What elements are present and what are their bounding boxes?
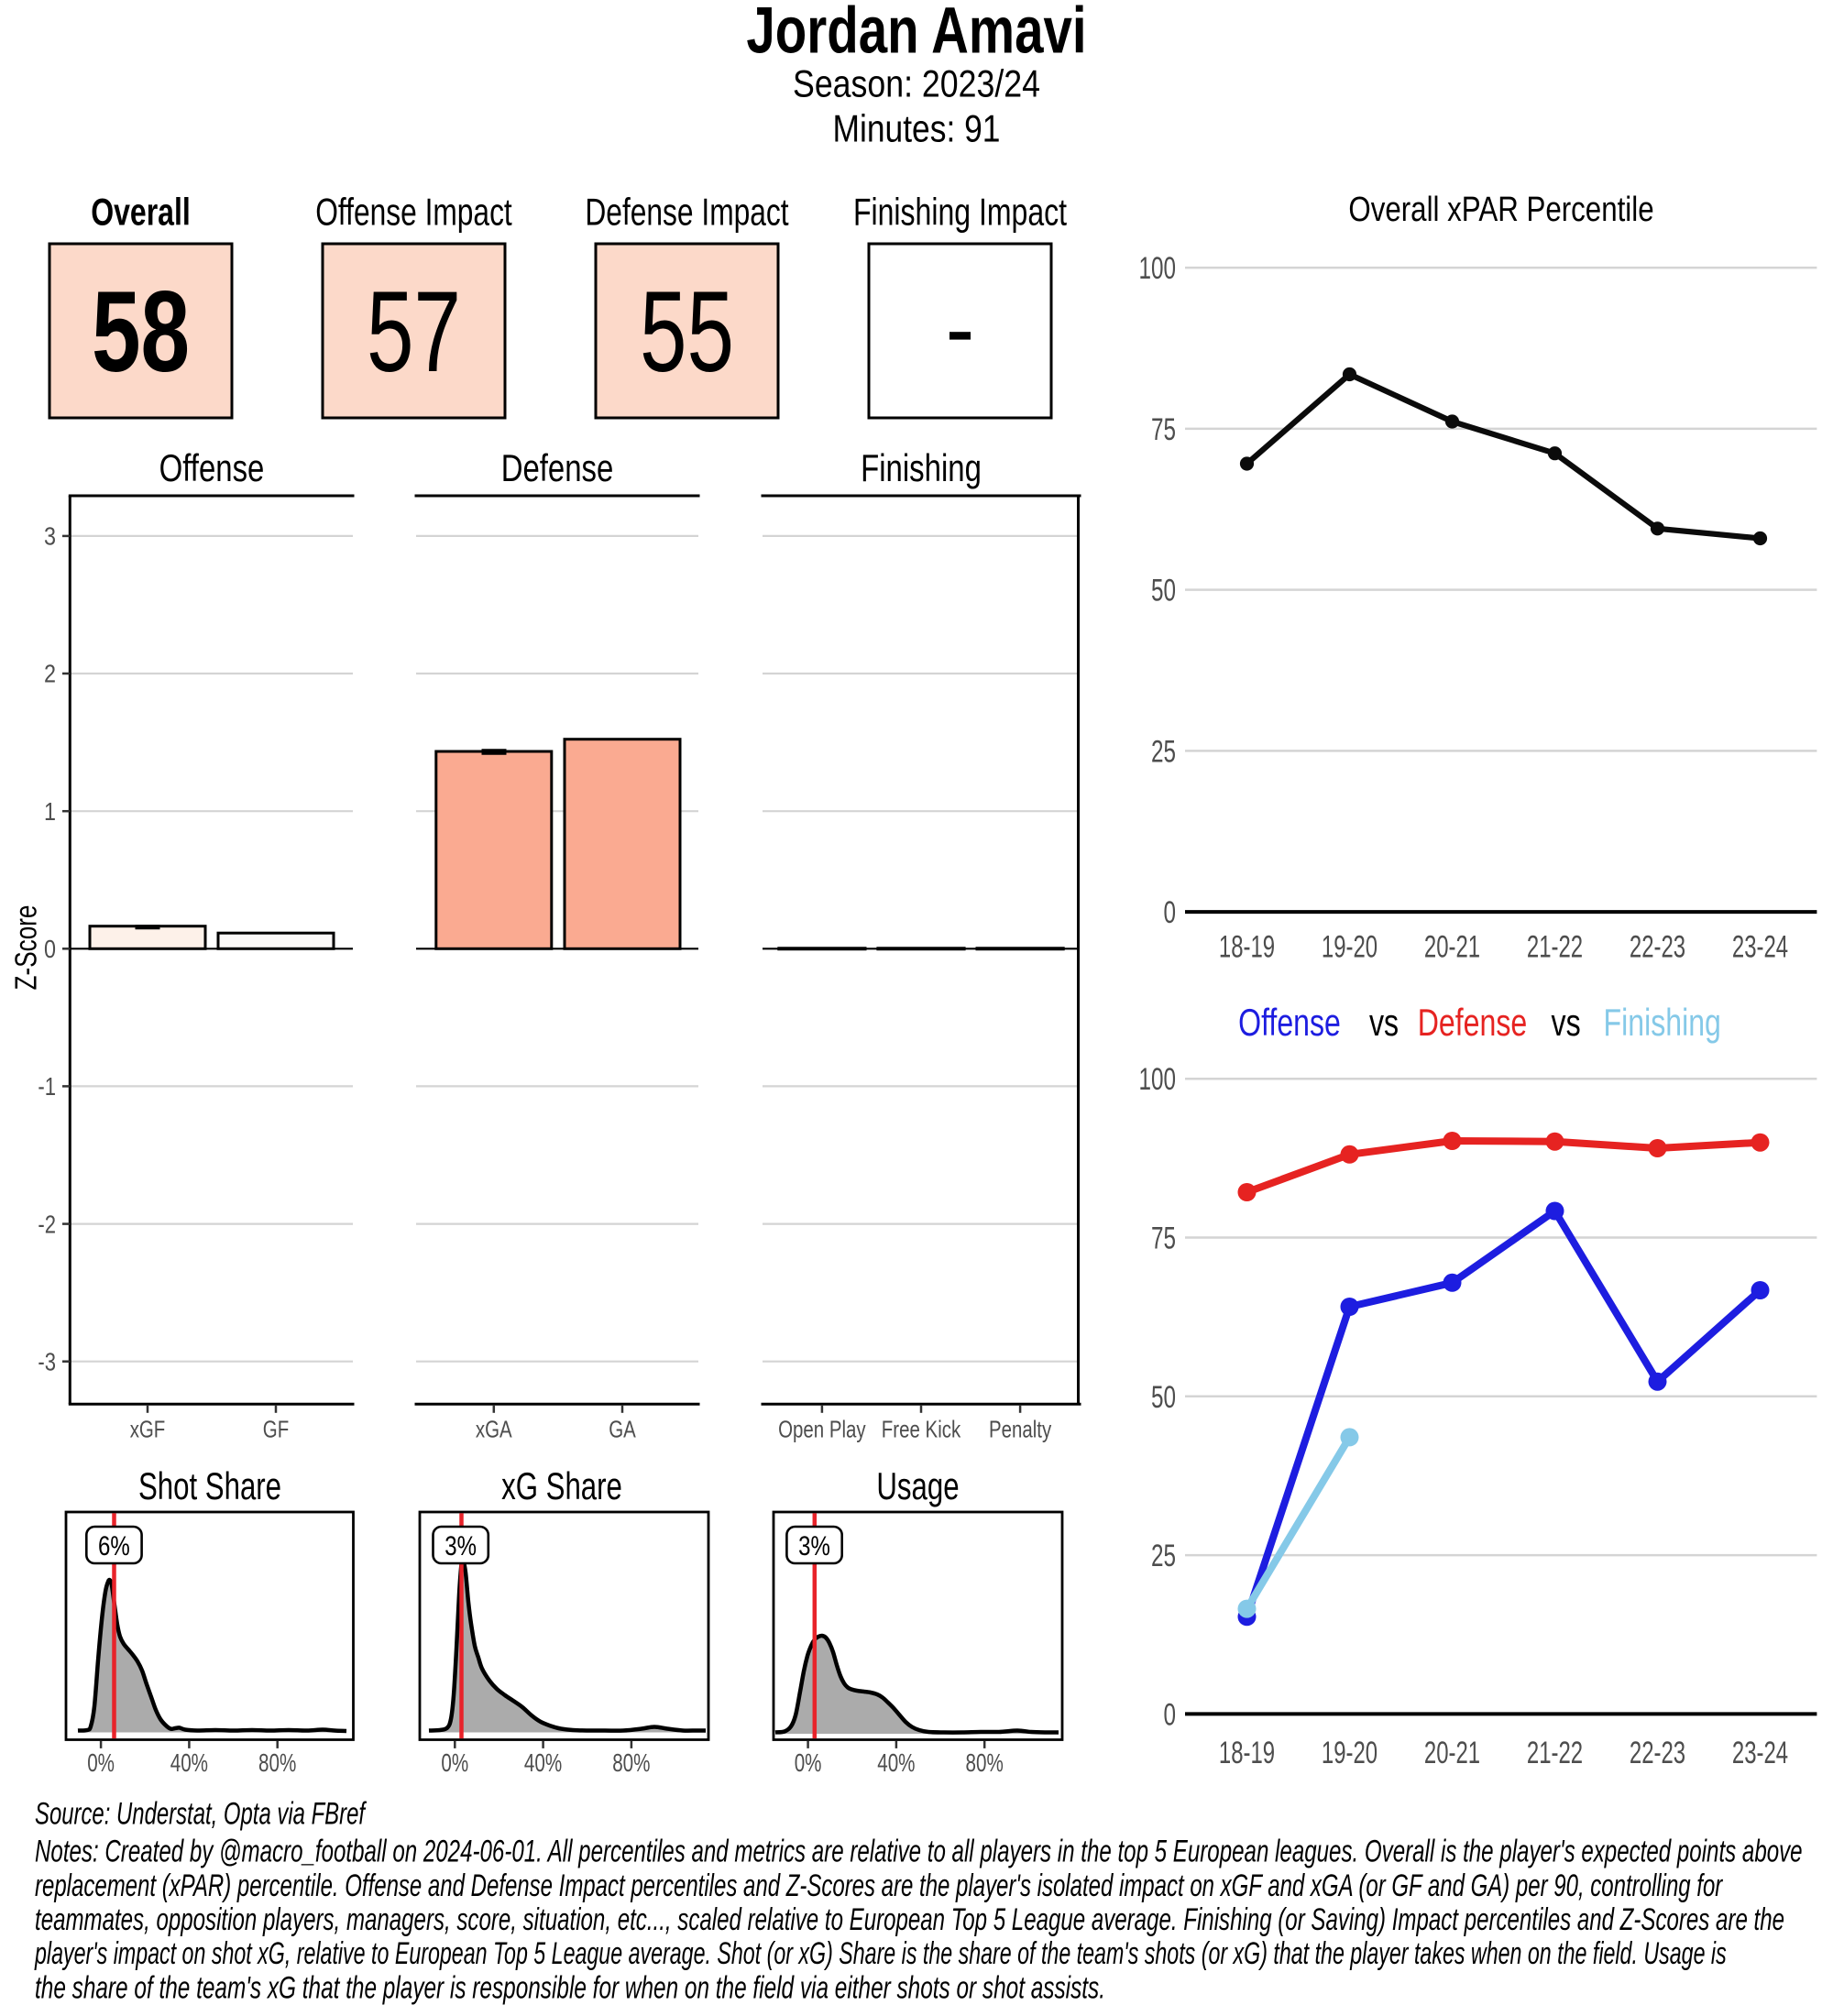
svg-text:2: 2: [44, 660, 56, 688]
svg-text:Offense Impact: Offense Impact: [315, 191, 512, 234]
svg-text:3%: 3%: [798, 1531, 830, 1561]
svg-text:Finishing Impact: Finishing Impact: [853, 191, 1067, 234]
svg-text:Offense: Offense: [1238, 1001, 1341, 1044]
svg-text:19-20: 19-20: [1322, 929, 1377, 964]
svg-text:23-24: 23-24: [1732, 929, 1788, 964]
svg-text:Defense Impact: Defense Impact: [585, 191, 789, 234]
svg-text:xG Share: xG Share: [501, 1465, 622, 1507]
svg-text:Defense: Defense: [501, 446, 614, 489]
svg-text:75: 75: [1151, 1222, 1176, 1256]
svg-text:Notes: Created by @macro_footb: Notes: Created by @macro_football on 202…: [35, 1835, 1803, 1869]
svg-text:GF: GF: [263, 1415, 289, 1442]
svg-text:21-22: 21-22: [1527, 929, 1583, 964]
svg-text:Minutes: 91: Minutes: 91: [833, 107, 1001, 150]
svg-text:3%: 3%: [445, 1531, 477, 1561]
svg-text:3: 3: [44, 522, 56, 551]
svg-text:57: 57: [367, 268, 461, 396]
svg-text:100: 100: [1139, 251, 1177, 286]
svg-text:23-24: 23-24: [1732, 1736, 1788, 1770]
svg-text:Penalty: Penalty: [989, 1415, 1051, 1442]
svg-text:58: 58: [92, 268, 190, 396]
svg-text:Open Play: Open Play: [778, 1415, 866, 1442]
svg-text:20-21: 20-21: [1424, 929, 1480, 964]
svg-text:Usage: Usage: [876, 1465, 959, 1507]
svg-text:Defense: Defense: [1418, 1001, 1528, 1044]
svg-text:player's impact on shot xG, re: player's impact on shot xG, relative to …: [34, 1936, 1726, 1971]
svg-text:-1: -1: [38, 1072, 56, 1101]
svg-text:40%: 40%: [170, 1748, 208, 1777]
svg-text:Overall: Overall: [91, 191, 191, 234]
svg-text:18-19: 18-19: [1219, 1736, 1275, 1770]
svg-text:replacement (xPAR) percentile.: replacement (xPAR) percentile. Offense a…: [35, 1868, 1723, 1903]
svg-text:Shot Share: Shot Share: [138, 1465, 281, 1507]
svg-text:Offense: Offense: [159, 446, 265, 489]
svg-text:-3: -3: [38, 1347, 56, 1375]
svg-text:vs: vs: [1369, 1001, 1399, 1044]
svg-text:22-23: 22-23: [1630, 929, 1685, 964]
svg-text:xGF: xGF: [130, 1415, 166, 1442]
svg-text:75: 75: [1151, 412, 1176, 447]
svg-text:Season: 2023/24: Season: 2023/24: [793, 62, 1040, 105]
svg-text:Z-Score: Z-Score: [10, 905, 44, 991]
svg-text:teammates, opposition players,: teammates, opposition players, managers,…: [35, 1902, 1784, 1937]
svg-text:80%: 80%: [966, 1748, 1004, 1777]
svg-text:40%: 40%: [524, 1748, 562, 1777]
svg-text:the share of the team's xG tha: the share of the team's xG that the play…: [35, 1970, 1105, 2005]
svg-text:0%: 0%: [795, 1748, 822, 1777]
svg-text:22-23: 22-23: [1630, 1736, 1685, 1770]
svg-text:xGA: xGA: [476, 1415, 512, 1442]
svg-text:GA: GA: [609, 1415, 636, 1442]
svg-text:25: 25: [1151, 734, 1176, 769]
svg-text:6%: 6%: [98, 1531, 130, 1561]
svg-text:Free Kick: Free Kick: [882, 1415, 961, 1442]
svg-text:20-21: 20-21: [1424, 1736, 1480, 1770]
svg-text:55: 55: [640, 268, 734, 396]
svg-text:0%: 0%: [87, 1748, 115, 1777]
svg-text:0: 0: [1164, 1697, 1177, 1732]
svg-text:0: 0: [44, 935, 56, 963]
svg-text:0: 0: [1164, 895, 1177, 930]
svg-text:1: 1: [44, 797, 56, 826]
svg-text:Finishing: Finishing: [861, 446, 982, 489]
svg-text:18-19: 18-19: [1219, 929, 1275, 964]
svg-text:19-20: 19-20: [1322, 1736, 1377, 1770]
svg-text:Overall xPAR Percentile: Overall xPAR Percentile: [1348, 190, 1653, 228]
svg-text:25: 25: [1151, 1539, 1176, 1573]
svg-text:100: 100: [1139, 1062, 1177, 1097]
svg-text:0%: 0%: [441, 1748, 468, 1777]
svg-text:40%: 40%: [877, 1748, 915, 1777]
svg-text:21-22: 21-22: [1527, 1736, 1583, 1770]
svg-text:80%: 80%: [612, 1748, 650, 1777]
svg-text:vs: vs: [1552, 1001, 1581, 1044]
svg-text:Source: Understat, Opta via FB: Source: Understat, Opta via FBref: [35, 1797, 367, 1832]
svg-text:50: 50: [1151, 1380, 1176, 1415]
svg-text:80%: 80%: [258, 1748, 296, 1777]
svg-text:-2: -2: [38, 1210, 56, 1238]
svg-text:50: 50: [1151, 574, 1176, 608]
svg-text:Jordan Amavi: Jordan Amavi: [746, 0, 1086, 68]
svg-text:Finishing: Finishing: [1604, 1001, 1721, 1044]
